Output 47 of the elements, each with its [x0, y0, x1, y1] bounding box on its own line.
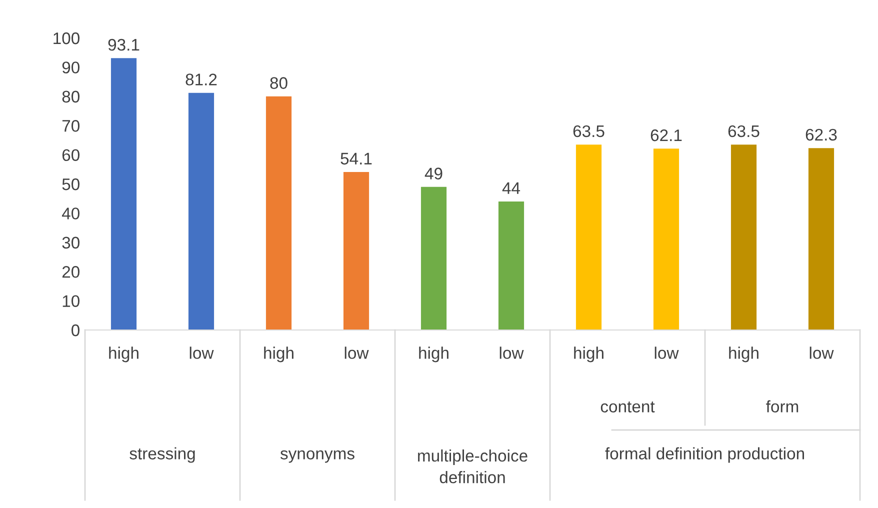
- x-tick-label: high: [109, 346, 138, 362]
- text: form: [766, 400, 798, 412]
- y-tick-label: 70: [62, 120, 80, 132]
- x-tick-label: high: [264, 346, 294, 362]
- bar: [420, 186, 447, 330]
- x-tick-label: high: [574, 346, 604, 362]
- x-tick-label: low: [190, 346, 214, 359]
- data-label: 44: [502, 182, 520, 194]
- bar: [808, 148, 834, 330]
- x-tick-label: high: [419, 346, 448, 362]
- y-tick-label: 30: [62, 236, 80, 249]
- y-tick-label: 80: [62, 90, 80, 103]
- text: content: [600, 402, 655, 412]
- data-label: 54.1: [340, 152, 372, 165]
- text: stressing: [130, 447, 195, 463]
- y-tick-label: 50: [62, 178, 80, 190]
- bar: [110, 58, 137, 330]
- y-tick-label: 20: [62, 266, 80, 278]
- y-tick-label: 100: [54, 32, 80, 44]
- data-label: 62.3: [806, 128, 837, 141]
- y-tick-label: 0: [72, 324, 80, 336]
- data-label: 49: [424, 168, 442, 180]
- text: synonyms: [280, 450, 354, 463]
- x-tick-label: low: [500, 346, 524, 359]
- data-label: 81.2: [186, 74, 217, 86]
- x-tick-label: high: [729, 346, 758, 362]
- data-label: 80: [270, 77, 288, 89]
- x-tick-label: low: [810, 346, 834, 359]
- y-tick-label: 60: [62, 149, 80, 162]
- bar: [188, 92, 214, 330]
- data-label: 63.5: [728, 125, 760, 138]
- bar: [730, 144, 757, 330]
- data-label: 93.1: [108, 38, 140, 51]
- y-tick-label: 40: [62, 208, 80, 220]
- bar: [653, 148, 680, 330]
- bar: [343, 172, 370, 330]
- data-label: 62.1: [650, 129, 682, 142]
- x-tick-label: low: [344, 346, 369, 359]
- bar: [576, 144, 602, 330]
- text: multiple-choice definition: [418, 449, 528, 484]
- bar: [266, 96, 292, 330]
- text: formal definition production: [605, 447, 804, 463]
- x-tick-label: low: [654, 346, 679, 359]
- bar: [498, 202, 524, 330]
- data-label: 63.5: [573, 125, 604, 138]
- y-tick-label: 10: [62, 295, 80, 308]
- y-tick-label: 90: [62, 62, 80, 74]
